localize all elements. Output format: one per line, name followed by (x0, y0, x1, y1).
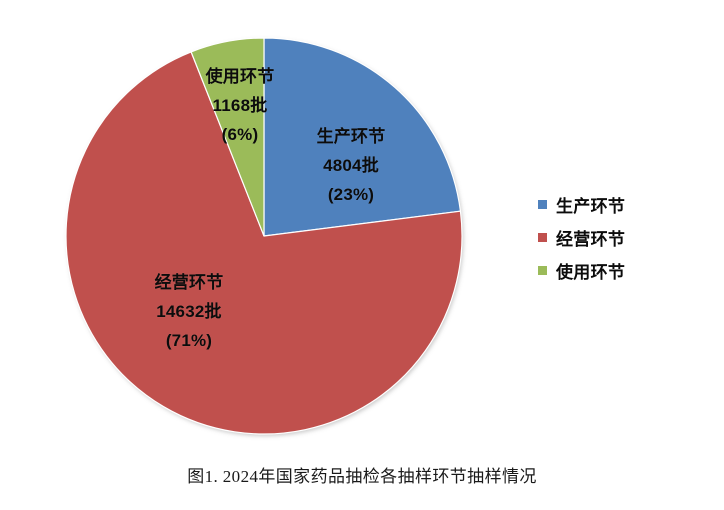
pie-chart-figure: 使用环节 1168批 (6%) 生产环节 4804批 (23%) 经营环节 14… (65, 37, 698, 435)
legend-swatch-production-icon (538, 200, 547, 209)
slice-label-operation-value: 14632批 (156, 302, 222, 321)
chart-legend: 生产环节 经营环节 使用环节 (538, 188, 698, 287)
slice-label-production-value: 4804批 (323, 156, 379, 175)
slice-label-usage-name: 使用环节 (205, 67, 275, 86)
pie-slice-production[interactable] (263, 37, 462, 237)
slice-label-usage-value: 1168批 (212, 96, 268, 115)
legend-item-operation[interactable]: 经营环节 (538, 221, 698, 254)
legend-swatch-usage-icon (538, 266, 547, 275)
legend-label-operation: 经营环节 (556, 230, 626, 249)
slice-label-operation-name: 经营环节 (154, 273, 224, 292)
pie-slice-usage[interactable] (190, 37, 265, 237)
slice-label-production-name: 生产环节 (316, 127, 386, 146)
figure-caption: 图1. 2024年国家药品抽检各抽样环节抽样情况 (187, 467, 537, 486)
legend-item-production[interactable]: 生产环节 (538, 188, 698, 221)
slice-label-usage: 使用环节 1168批 (6%) (176, 62, 304, 149)
slice-label-production: 生产环节 4804批 (23%) (272, 122, 430, 209)
legend-swatch-operation-icon (538, 233, 547, 242)
slice-label-operation-percent: (71%) (165, 331, 213, 350)
slice-label-usage-percent: (6%) (221, 125, 259, 144)
pie-chart-graphic (65, 37, 463, 435)
slice-label-operation: 经营环节 14632批 (71%) (96, 268, 282, 355)
legend-label-production: 生产环节 (556, 197, 626, 216)
pie-slice-operation[interactable] (65, 51, 463, 435)
legend-item-usage[interactable]: 使用环节 (538, 254, 698, 287)
legend-label-usage: 使用环节 (556, 263, 626, 282)
slice-label-production-percent: (23%) (327, 185, 375, 204)
